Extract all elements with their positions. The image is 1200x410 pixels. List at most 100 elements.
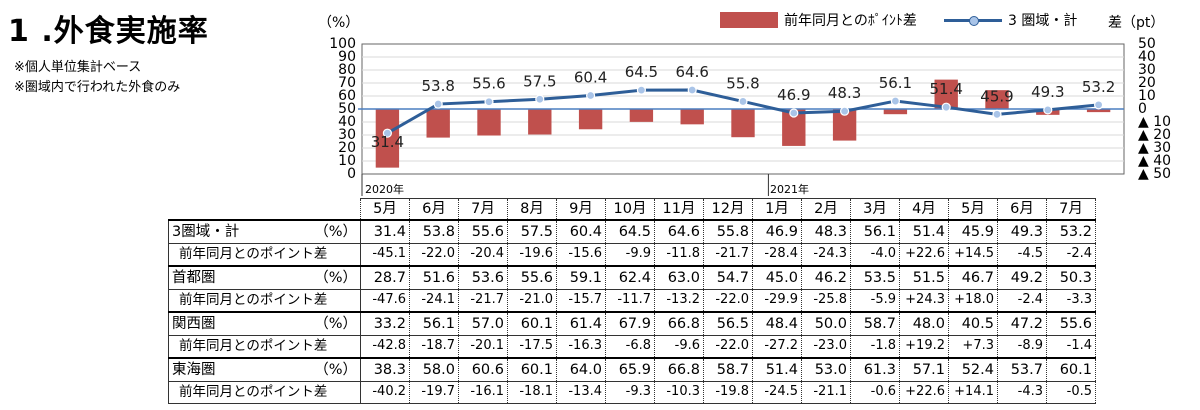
table-cell: -0.5 (1046, 380, 1096, 404)
table-month-header: 9月 (556, 198, 606, 221)
table-cell: 63.0 (654, 265, 704, 290)
table-cell: 48.3 (801, 219, 851, 244)
table-cell: 55.6 (1046, 311, 1096, 336)
table-cell: +7.3 (948, 334, 998, 359)
table-cell: -40.2 (360, 380, 410, 404)
table-row: 首都圏 （%） 28.7 51.6 53.6 55.6 59.1 62.4 63.0 54.7 45… (168, 265, 1096, 290)
right-tick-label: ▲ 20 (1138, 127, 1172, 143)
table-month-header: 6月 (997, 198, 1047, 221)
table-cell: -3.3 (1046, 288, 1096, 313)
table-cell: -22.0 (409, 242, 459, 267)
table-cell: -21.7 (703, 242, 753, 267)
table-cell: -19.7 (409, 380, 459, 404)
line-data-label: 55.8 (726, 74, 759, 92)
left-tick-label: 70 (338, 75, 356, 91)
line-data-label: 60.4 (574, 68, 607, 86)
table-cell: -13.2 (654, 288, 704, 313)
table-cell: 53.7 (997, 357, 1047, 382)
table-cell: -4.0 (850, 242, 900, 267)
table-cell: -9.9 (605, 242, 655, 267)
line-marker (789, 108, 799, 118)
line-marker (890, 96, 901, 106)
left-axis-unit: （%） (318, 15, 360, 31)
table-cell: -25.8 (801, 288, 851, 313)
line-marker (535, 94, 545, 104)
table-cell: -6.8 (605, 334, 655, 359)
table-cell: 50.0 (801, 311, 851, 336)
left-tick-label: 10 (338, 153, 356, 169)
table-cell: -18.1 (507, 380, 557, 404)
year-label-2021: 2021年 (770, 183, 809, 196)
table-cell: -15.7 (556, 288, 606, 313)
table-cell: -18.7 (409, 334, 459, 359)
table-cell: -22.0 (703, 288, 753, 313)
left-tick-label: 0 (347, 166, 356, 182)
table-cell: -24.3 (801, 242, 851, 267)
table-cell: 51.4 (899, 219, 949, 244)
table-cell: 66.8 (654, 311, 704, 336)
table-cell: 60.6 (458, 357, 508, 382)
table-cell: -4.3 (997, 380, 1047, 404)
table-cell: -13.4 (556, 380, 606, 404)
table-cell: 56.1 (850, 219, 900, 244)
line-data-label: 48.3 (828, 84, 861, 102)
table-cell: 45.9 (948, 219, 998, 244)
line-marker (433, 99, 443, 109)
line-data-label: 45.9 (980, 87, 1013, 105)
table-cell: 66.8 (654, 357, 704, 382)
table-cell: -20.4 (458, 242, 508, 267)
table-month-header: 8月 (507, 198, 557, 221)
table-cell: 48.0 (899, 311, 949, 336)
right-tick-label: ▲ 50 (1138, 166, 1172, 182)
table-cell: -1.8 (850, 334, 900, 359)
table-cell: 51.5 (899, 265, 949, 290)
table-cell: -11.7 (605, 288, 655, 313)
table-cell: -16.1 (458, 380, 508, 404)
table-cell: 55.6 (458, 219, 508, 244)
table-cell: -21.1 (801, 380, 851, 404)
table-month-header: 6月 (409, 198, 459, 221)
table-month-header: 5月 (360, 198, 410, 221)
right-tick-label: ▲ 30 (1138, 140, 1172, 156)
table-cell: 57.5 (507, 219, 557, 244)
table-cell: 46.7 (948, 265, 998, 290)
table-month-header: 5月 (948, 198, 998, 221)
legend-line-entry: 3 圏域・計 (944, 10, 1077, 30)
bar-point-diff (629, 109, 654, 122)
table-cell: 48.4 (752, 311, 802, 336)
bar-point-diff (782, 109, 806, 146)
table-cell: 64.5 (605, 219, 655, 244)
table-header-blank (169, 199, 361, 221)
table-cell: 64.6 (654, 219, 704, 244)
line-marker (585, 90, 596, 101)
table-cell: -0.6 (850, 380, 900, 404)
table-cell: -5.9 (850, 288, 900, 313)
line-data-label: 49.3 (1031, 83, 1064, 101)
bar-point-diff (731, 109, 755, 138)
right-tick-label: ▲ 10 (1138, 114, 1172, 130)
table-cell: 31.4 (360, 219, 410, 244)
table-row-label: 首都圏 （%） (168, 265, 361, 290)
table-cell: 47.2 (997, 311, 1047, 336)
right-axis-unit: 差（pt） (1108, 15, 1165, 31)
table-cell: -21.7 (458, 288, 508, 313)
table-cell: 55.6 (507, 265, 557, 290)
table-cell: 59.1 (556, 265, 606, 290)
line-marker (484, 97, 494, 107)
page-title: 1 .外食実施率 (8, 14, 209, 49)
line-marker (839, 106, 850, 116)
right-tick-label: ▲ 40 (1138, 153, 1172, 169)
table-cell: 53.5 (850, 265, 900, 290)
table-cell: -42.8 (360, 334, 410, 359)
bar-point-diff (477, 109, 501, 136)
table-row-label: 3圏域・計 （%） (168, 219, 361, 244)
table-row: 前年同月とのポイント差 -40.2 -19.7 -16.1 -18.1 -13.4 -9.3… (168, 380, 1096, 404)
table-cell: 60.4 (556, 219, 606, 244)
bar-point-diff (1086, 109, 1111, 113)
table-cell: -9.6 (654, 334, 704, 359)
bar-point-diff (832, 109, 857, 141)
line-data-label: 55.6 (472, 75, 505, 93)
table-cell: 49.2 (997, 265, 1047, 290)
table-cell: 61.3 (850, 357, 900, 382)
